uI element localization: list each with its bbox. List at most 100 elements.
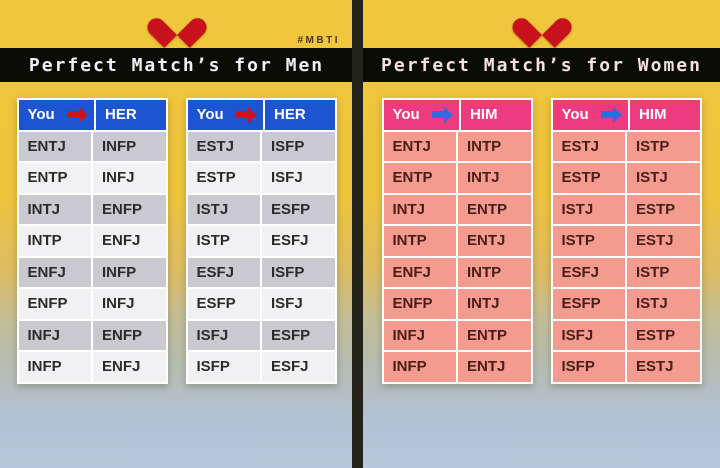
table-row: ESFP ISTJ — [552, 289, 700, 319]
match-type-cell: INFP — [93, 131, 166, 161]
table-header-row: You HIM — [552, 100, 700, 130]
right-arrow-icon — [236, 106, 257, 123]
match-type-cell: INFJ — [93, 163, 166, 193]
table-row: ESTP ISTJ — [552, 163, 700, 193]
you-type-cell: ESTP — [552, 163, 625, 193]
you-label: You — [392, 106, 420, 124]
table-row: ENFP INFJ — [18, 289, 166, 319]
you-type-cell: INFJ — [383, 320, 456, 350]
banner-men-title: Perfect Match’s for Men — [28, 54, 325, 76]
match-type-cell: INFJ — [93, 289, 166, 319]
you-label: You — [561, 106, 589, 124]
table-row: ENTJ INFP — [18, 131, 166, 161]
table-row: INTP ENFJ — [18, 226, 166, 256]
table-row: ISFP ESTJ — [552, 352, 700, 382]
match-type-cell: ENFJ — [93, 352, 166, 382]
partner-column-header: HIM — [461, 100, 531, 130]
table-row: INTP ENTJ — [383, 226, 531, 256]
match-type-cell: ENTP — [458, 320, 531, 350]
match-type-cell: ISFJ — [262, 163, 335, 193]
heart-icon — [159, 6, 195, 39]
match-table-women-2: You HIM ESTJ ISTP ESTP ISTJ ISTJ ESTP ISTP ESTJ ES… — [550, 98, 702, 384]
match-type-cell: ISTP — [627, 257, 700, 287]
you-type-cell: INFP — [383, 352, 456, 382]
you-type-cell: INTJ — [18, 194, 91, 224]
match-type-cell: ISTJ — [627, 163, 700, 193]
match-type-cell: ESTJ — [627, 226, 700, 256]
you-type-cell: ENFJ — [383, 257, 456, 287]
table-row: INTJ ENFP — [18, 194, 166, 224]
you-type-cell: ENTP — [383, 163, 456, 193]
match-type-cell: ESTJ — [627, 352, 700, 382]
partner-column-header: HER — [96, 100, 166, 130]
match-type-cell: ESFP — [262, 194, 335, 224]
match-type-cell: ENTJ — [458, 226, 531, 256]
you-type-cell: ESTJ — [187, 131, 260, 161]
match-type-cell: INTJ — [458, 163, 531, 193]
table-row: ESFP ISFJ — [187, 289, 335, 319]
table-row: ENFJ INTP — [383, 257, 531, 287]
match-type-cell: ESTP — [627, 194, 700, 224]
table-row: ESTP ISFJ — [187, 163, 335, 193]
you-type-cell: ISTJ — [552, 194, 625, 224]
you-column-header: You — [18, 100, 94, 130]
you-type-cell: ISTP — [552, 226, 625, 256]
you-type-cell: ENFP — [18, 289, 91, 319]
table-row: ISFJ ESTP — [552, 320, 700, 350]
match-type-cell: INTJ — [458, 289, 531, 319]
match-type-cell: ENFP — [93, 320, 166, 350]
you-type-cell: ESFJ — [187, 257, 260, 287]
you-type-cell: ESFP — [187, 289, 260, 319]
match-type-cell: ISFP — [262, 257, 335, 287]
you-type-cell: ISTJ — [187, 194, 260, 224]
you-type-cell: ENTJ — [383, 131, 456, 161]
table-row: ESTJ ISFP — [187, 131, 335, 161]
match-type-cell: ENTJ — [458, 352, 531, 382]
panel-men: #MBTI Perfect Match’s for Men You HER ENTJ… — [0, 0, 353, 468]
you-type-cell: INFP — [18, 352, 91, 382]
you-column-header: You — [552, 100, 628, 130]
match-type-cell: ENTP — [458, 194, 531, 224]
match-type-cell: ISTP — [627, 131, 700, 161]
table-header-row: You HIM — [383, 100, 531, 130]
match-type-cell: INFP — [93, 257, 166, 287]
table-row: ISTJ ESTP — [552, 194, 700, 224]
you-type-cell: ISTP — [187, 226, 260, 256]
you-type-cell: ESFP — [552, 289, 625, 319]
you-type-cell: ENFP — [383, 289, 456, 319]
panel-women: Perfect Match’s for Women You HIM ENTJ INTP… — [363, 0, 720, 468]
table-row: ISTJ ESFP — [187, 194, 335, 224]
table-row: ESFJ ISTP — [552, 257, 700, 287]
banner-women-title: Perfect Match’s for Women — [381, 54, 702, 76]
table-header-row: You HER — [187, 100, 335, 130]
table-row: INTJ ENTP — [383, 194, 531, 224]
you-type-cell: ESTJ — [552, 131, 625, 161]
match-type-cell: ESTP — [627, 320, 700, 350]
table-row: INFP ENFJ — [18, 352, 166, 382]
right-arrow-icon — [67, 106, 88, 123]
match-type-cell: ISTJ — [627, 289, 700, 319]
table-row: ISTP ESTJ — [552, 226, 700, 256]
table-row: ENFP INTJ — [383, 289, 531, 319]
table-row: ENFJ INFP — [18, 257, 166, 287]
match-type-cell: ESFP — [262, 320, 335, 350]
partner-column-header: HER — [265, 100, 335, 130]
table-header-row: You HER — [18, 100, 166, 130]
you-type-cell: ISFP — [187, 352, 260, 382]
you-column-header: You — [187, 100, 263, 130]
heart-icon — [524, 6, 560, 39]
you-type-cell: INTP — [18, 226, 91, 256]
table-row: ESFJ ISFP — [187, 257, 335, 287]
you-column-header: You — [383, 100, 459, 130]
table-row: ISFJ ESFP — [187, 320, 335, 350]
match-table-men-2: You HER ESTJ ISFP ESTP ISFJ ISTJ ESFP ISTP ESFJ ES… — [185, 98, 337, 384]
table-row: ESTJ ISTP — [552, 131, 700, 161]
tables-row-men: You HER ENTJ INFP ENTP INFJ INTJ ENFP INTP ENFJ EN… — [0, 98, 353, 384]
table-row: ENTP INFJ — [18, 163, 166, 193]
you-type-cell: ISFJ — [187, 320, 260, 350]
you-type-cell: ISFJ — [552, 320, 625, 350]
match-type-cell: INTP — [458, 257, 531, 287]
table-row: ENTJ INTP — [383, 131, 531, 161]
match-type-cell: ESFJ — [262, 226, 335, 256]
